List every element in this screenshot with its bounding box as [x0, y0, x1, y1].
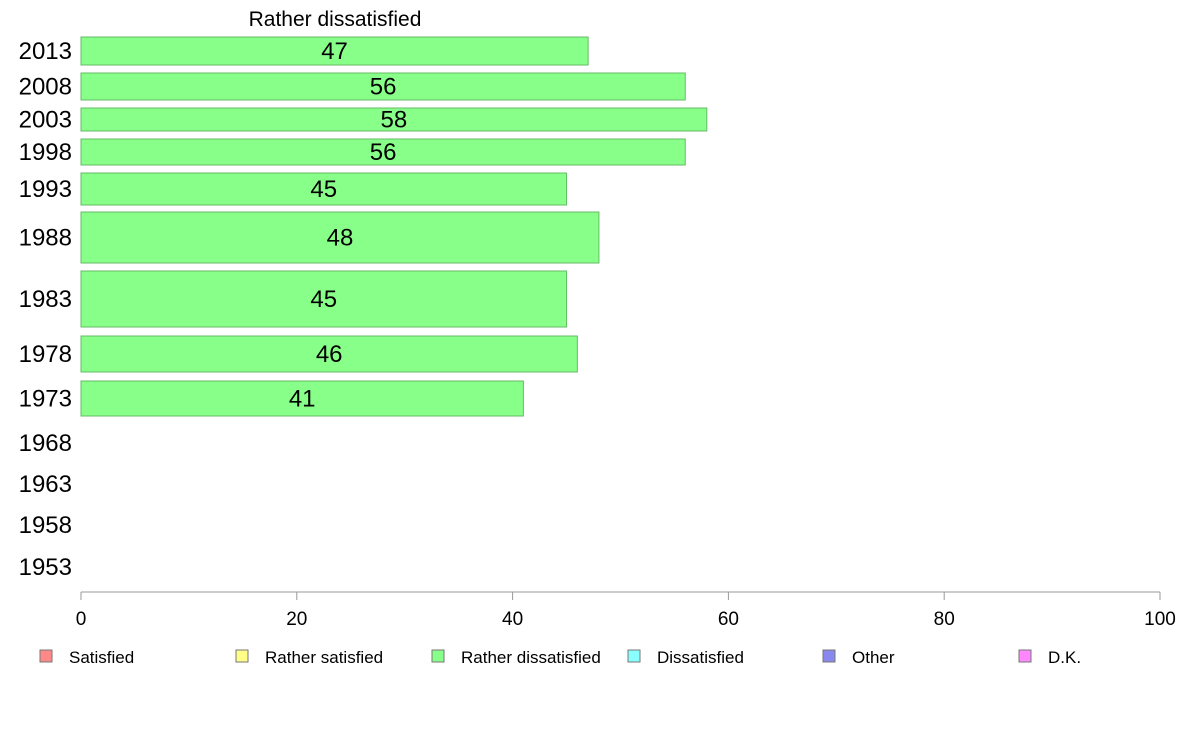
- data-label: 46: [316, 341, 343, 368]
- legend: Satisfied Rather satisfied Rather dissatis…: [39, 648, 1081, 667]
- legend-label: Satisfied: [69, 648, 134, 667]
- y-tick-label: 1973: [19, 386, 72, 413]
- data-label: 45: [310, 286, 337, 313]
- y-tick-label: 2008: [19, 74, 72, 101]
- x-tick-label: 40: [502, 609, 523, 630]
- data-label: 56: [370, 74, 397, 101]
- x-axis: 0 20 40 60 80 100: [76, 591, 1176, 630]
- legend-swatch: [431, 649, 445, 663]
- x-tick-label: 100: [1144, 609, 1176, 630]
- bar: [80, 211, 600, 264]
- bar: [80, 107, 708, 132]
- legend-swatch: [39, 649, 53, 663]
- y-tick-label: 1963: [19, 471, 72, 498]
- y-tick-label: 1998: [19, 139, 72, 166]
- x-tick-label: 60: [718, 609, 739, 630]
- legend-label: Rather satisfied: [265, 648, 383, 667]
- y-axis-labels: 2013 2008 2003 1998 1993 1988 1983 1978 1973 1968…: [19, 38, 72, 581]
- y-tick-label: 2013: [19, 38, 72, 65]
- y-tick-label: 1953: [19, 554, 72, 581]
- y-tick-label: 1958: [19, 512, 72, 539]
- legend-label: Dissatisfied: [657, 648, 744, 667]
- y-tick-label: 2003: [19, 107, 72, 134]
- data-label: 47: [321, 38, 348, 65]
- data-label: 48: [327, 225, 354, 252]
- y-tick-label: 1968: [19, 430, 72, 457]
- chart-title: Rather dissatisfied: [249, 8, 422, 31]
- legend-swatch: [235, 649, 249, 663]
- x-tick-label: 20: [286, 609, 307, 630]
- y-tick-label: 1978: [19, 341, 72, 368]
- legend-swatch: [822, 649, 836, 663]
- y-tick-label: 1993: [19, 176, 72, 203]
- data-label: 58: [381, 107, 408, 134]
- bar: [80, 138, 686, 166]
- bar: [80, 172, 568, 206]
- legend-swatch: [627, 649, 641, 663]
- legend-label: Rather dissatisfied: [461, 648, 601, 667]
- bar: [80, 36, 589, 66]
- data-label: 41: [289, 386, 316, 413]
- legend-label: D.K.: [1048, 648, 1081, 667]
- x-tick-label: 80: [934, 609, 955, 630]
- y-tick-label: 1983: [19, 286, 72, 313]
- bar: [80, 270, 568, 328]
- legend-swatch: [1018, 649, 1032, 663]
- bar: [80, 72, 686, 101]
- bar: [80, 335, 578, 373]
- bar: [80, 380, 524, 417]
- y-tick-label: 1988: [19, 225, 72, 252]
- x-tick-label: 0: [76, 609, 87, 630]
- data-label: 45: [310, 176, 337, 203]
- data-label: 56: [370, 139, 397, 166]
- legend-label: Other: [852, 648, 895, 667]
